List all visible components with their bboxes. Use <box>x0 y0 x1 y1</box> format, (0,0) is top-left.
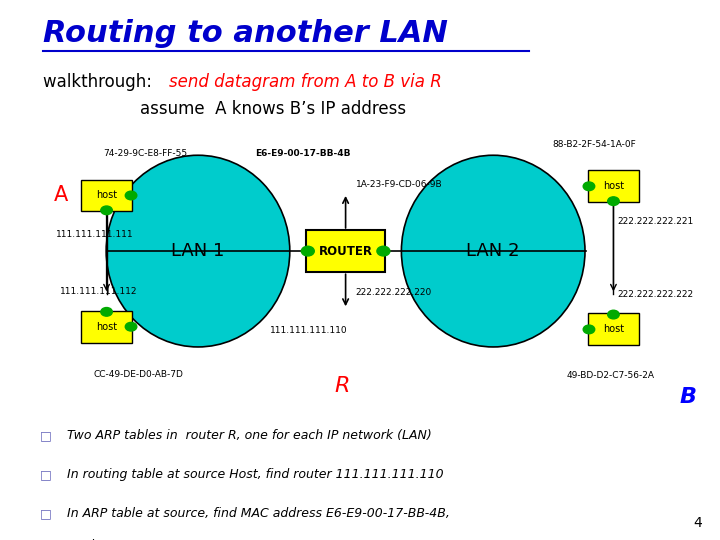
Text: □: □ <box>40 429 51 442</box>
Text: 74-29-9C-E8-FF-55: 74-29-9C-E8-FF-55 <box>103 149 187 158</box>
FancyBboxPatch shape <box>588 170 639 202</box>
Text: 222.222.222.222: 222.222.222.222 <box>617 290 693 299</box>
Circle shape <box>125 191 137 200</box>
Circle shape <box>583 325 595 334</box>
Text: host: host <box>96 322 117 332</box>
Text: In routing table at source Host, find router 111.111.111.110: In routing table at source Host, find ro… <box>67 468 444 481</box>
Text: LAN 2: LAN 2 <box>467 242 520 260</box>
Text: etc: etc <box>67 538 102 540</box>
Circle shape <box>377 246 390 256</box>
Text: □: □ <box>40 507 51 520</box>
Text: host: host <box>603 181 624 191</box>
FancyBboxPatch shape <box>588 313 639 346</box>
Text: A: A <box>54 185 68 206</box>
Text: □: □ <box>40 468 51 481</box>
Circle shape <box>101 206 112 214</box>
Text: R: R <box>334 376 350 396</box>
Text: 1A-23-F9-CD-06-9B: 1A-23-F9-CD-06-9B <box>356 180 443 189</box>
Text: Routing to another LAN: Routing to another LAN <box>43 19 448 48</box>
FancyBboxPatch shape <box>81 179 132 211</box>
Text: CC-49-DE-D0-AB-7D: CC-49-DE-D0-AB-7D <box>94 370 184 379</box>
Circle shape <box>101 307 112 316</box>
Text: B: B <box>679 387 696 407</box>
Text: host: host <box>96 191 117 200</box>
Text: 111.111.111.110: 111.111.111.110 <box>270 326 348 335</box>
Ellipse shape <box>402 156 585 347</box>
Text: host: host <box>603 325 624 334</box>
Text: ROUTER: ROUTER <box>318 245 373 258</box>
Text: 222.222.222.220: 222.222.222.220 <box>355 288 431 297</box>
Text: 88-B2-2F-54-1A-0F: 88-B2-2F-54-1A-0F <box>552 140 636 149</box>
FancyBboxPatch shape <box>81 311 132 342</box>
Circle shape <box>608 310 619 319</box>
Text: LAN 1: LAN 1 <box>171 242 225 260</box>
Circle shape <box>301 246 315 256</box>
Text: 222.222.222.221: 222.222.222.221 <box>617 217 693 226</box>
Circle shape <box>608 197 619 205</box>
Text: 111.111.111.111: 111.111.111.111 <box>56 230 134 239</box>
Text: E6-E9-00-17-BB-4B: E6-E9-00-17-BB-4B <box>256 150 351 158</box>
Text: send datagram from A to B via R: send datagram from A to B via R <box>169 73 442 91</box>
Ellipse shape <box>107 156 289 347</box>
Circle shape <box>125 322 137 331</box>
Text: walkthrough:: walkthrough: <box>43 73 158 91</box>
Text: Two ARP tables in  router R, one for each IP network (LAN): Two ARP tables in router R, one for each… <box>67 429 432 442</box>
FancyBboxPatch shape <box>307 230 384 272</box>
Text: 49-BD-D2-C7-56-2A: 49-BD-D2-C7-56-2A <box>567 371 654 380</box>
Text: assume  A knows B’s IP address: assume A knows B’s IP address <box>140 100 407 118</box>
Text: 111.111.111.112: 111.111.111.112 <box>60 287 138 296</box>
Circle shape <box>583 182 595 191</box>
Text: 4: 4 <box>693 516 702 530</box>
Text: In ARP table at source, find MAC address E6-E9-00-17-BB-4B,: In ARP table at source, find MAC address… <box>67 507 450 520</box>
